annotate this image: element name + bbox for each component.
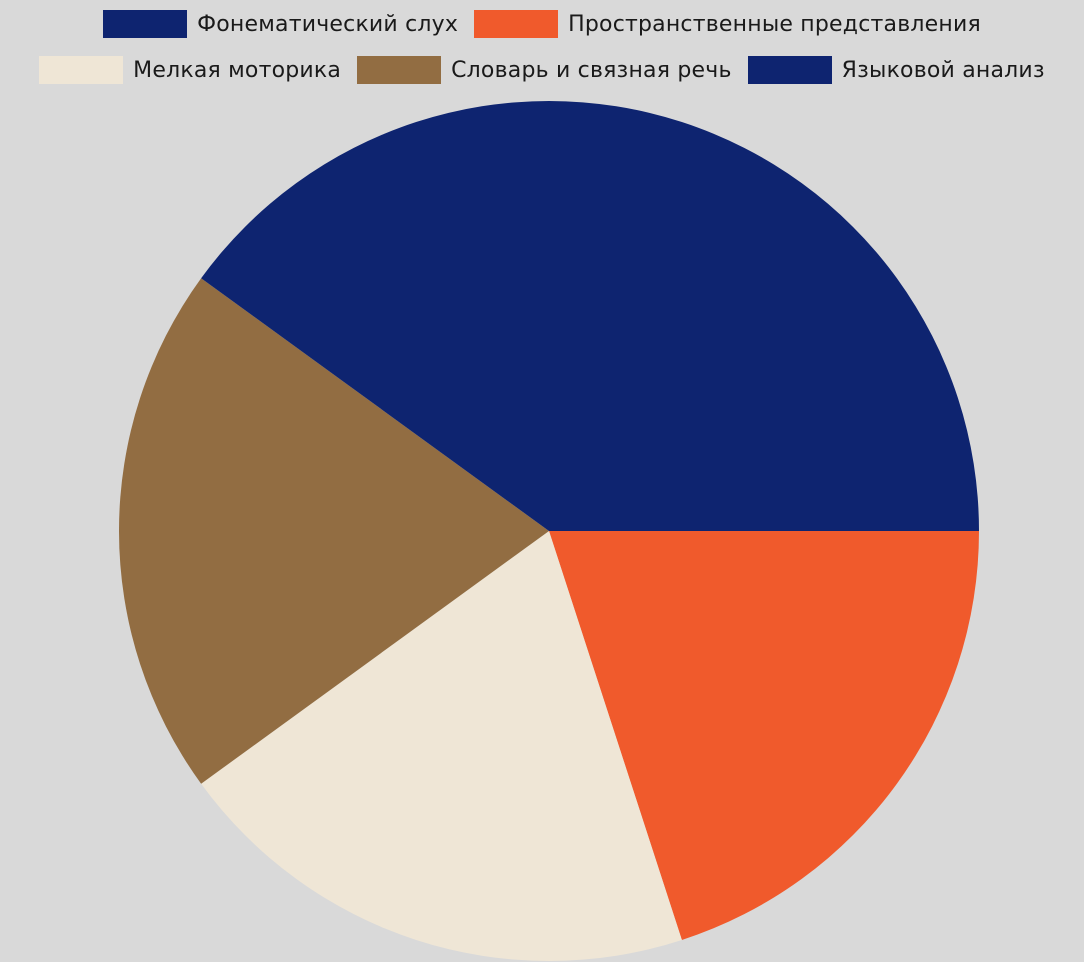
legend-swatch (747, 56, 832, 84)
legend-item: Пространственные представления (474, 10, 981, 38)
legend-swatch (474, 10, 559, 38)
legend-label: Фонематический слух (197, 11, 459, 37)
legend-item: Словарь и связная речь (357, 56, 732, 84)
pie-slice (549, 531, 979, 940)
legend-item: Фонематический слух (103, 10, 458, 38)
pie-slice (201, 100, 979, 532)
legend-label: Словарь и связная речь (451, 57, 732, 83)
legend-swatch (39, 56, 124, 84)
pie-slice (118, 278, 550, 784)
legend-row-1: Фонематический слух Пространственные пре… (95, 6, 989, 42)
legend-item: Языковой анализ (747, 56, 1045, 84)
legend-label: Языковой анализ (841, 57, 1045, 83)
legend-item: Мелкая моторика (39, 56, 341, 84)
legend-label: Мелкая моторика (133, 57, 342, 83)
legend-label: Пространственные представления (568, 11, 981, 37)
pie-slice (201, 531, 682, 961)
legend-swatch (103, 10, 188, 38)
legend: Фонематический слух Пространственные пре… (0, 0, 1084, 88)
legend-row-2: Мелкая моторика Словарь и связная речь Я… (31, 52, 1053, 88)
legend-swatch (357, 56, 442, 84)
